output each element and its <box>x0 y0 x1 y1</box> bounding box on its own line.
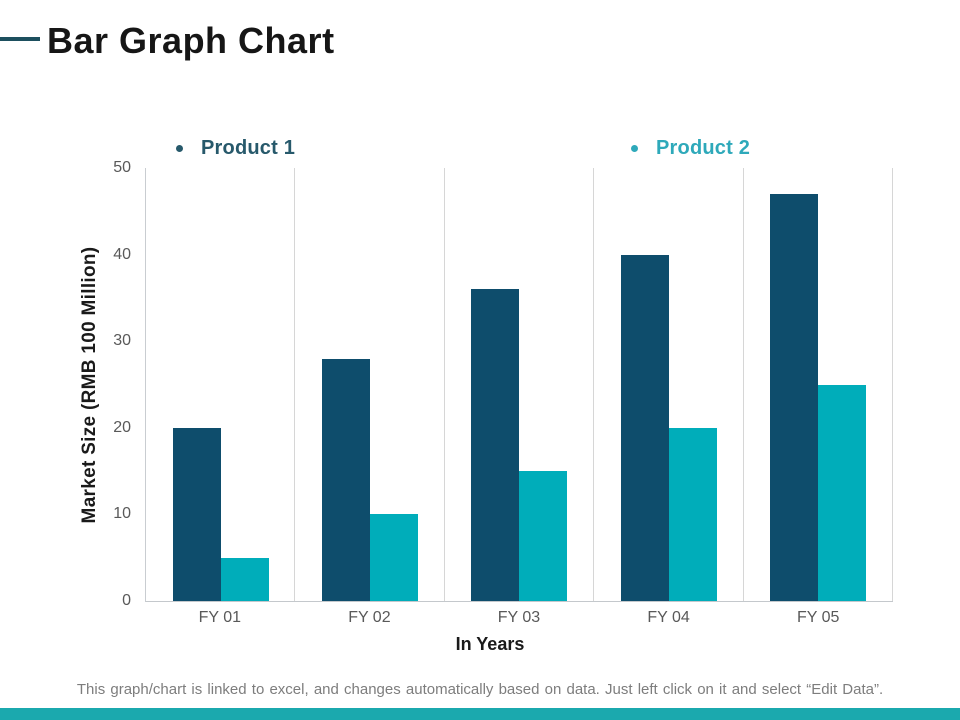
gridline-vertical-2 <box>443 168 445 601</box>
page-title: Bar Graph Chart <box>47 20 335 61</box>
x-tick-label-fy-04: FY 04 <box>647 609 690 626</box>
y-axis-ticks: 0 10 20 30 40 50 <box>0 160 131 609</box>
bottom-accent-stripe <box>0 708 960 720</box>
bar-product-2-fy-02 <box>370 514 419 601</box>
chart-plot[interactable] <box>145 168 893 602</box>
gridline-vertical-5 <box>892 168 893 601</box>
legend-label: Product 1 <box>201 137 296 159</box>
x-axis-labels: FY 01 FY 02 FY 03 FY 04 FY 05 <box>145 609 893 627</box>
bar-product-2-fy-01 <box>220 557 269 601</box>
x-tick-label-fy-01: FY 01 <box>198 609 241 626</box>
legend-item-product-2: Product 2 <box>631 137 750 160</box>
y-tick-label-0: 0 <box>122 592 131 609</box>
y-tick-label-30: 30 <box>113 332 131 350</box>
bar-product-2-fy-05 <box>818 384 867 601</box>
y-tick-label-10: 10 <box>113 505 131 523</box>
gridline-vertical-1 <box>294 168 296 601</box>
gridline-vertical-3 <box>593 168 595 601</box>
bar-product-2-fy-04 <box>668 427 717 601</box>
legend-label: Product 2 <box>656 137 751 159</box>
bar-group-fy-02 <box>295 168 444 601</box>
bar-product-1-fy-02 <box>322 358 371 601</box>
y-tick-label-40: 40 <box>113 245 131 263</box>
legend-bullet-icon <box>631 145 638 152</box>
bar-group-fy-03 <box>445 168 594 601</box>
bar-group-fy-05 <box>744 168 893 601</box>
x-axis-title: In Years <box>455 634 525 654</box>
legend-bullet-icon <box>176 145 183 152</box>
x-tick-label-fy-02: FY 02 <box>348 609 391 626</box>
y-tick-label-20: 20 <box>113 418 131 436</box>
title-accent-dash <box>0 37 40 41</box>
x-tick-label-fy-03: FY 03 <box>497 609 541 626</box>
bar-product-1-fy-01 <box>172 427 221 601</box>
bar-product-1-fy-03 <box>471 289 520 601</box>
bar-product-1-fy-04 <box>620 254 669 601</box>
bar-group-fy-04 <box>594 168 743 601</box>
legend-item-product-1: Product 1 <box>176 137 295 160</box>
bar-product-1-fy-05 <box>770 193 819 601</box>
x-tick-label-fy-05: FY 05 <box>796 609 840 626</box>
bar-group-fy-01 <box>146 168 295 601</box>
bar-product-2-fy-03 <box>519 471 568 601</box>
footer-note: This graph/chart is linked to excel, and… <box>76 681 884 698</box>
y-tick-label-50: 50 <box>113 159 131 176</box>
gridline-vertical-4 <box>742 168 744 601</box>
